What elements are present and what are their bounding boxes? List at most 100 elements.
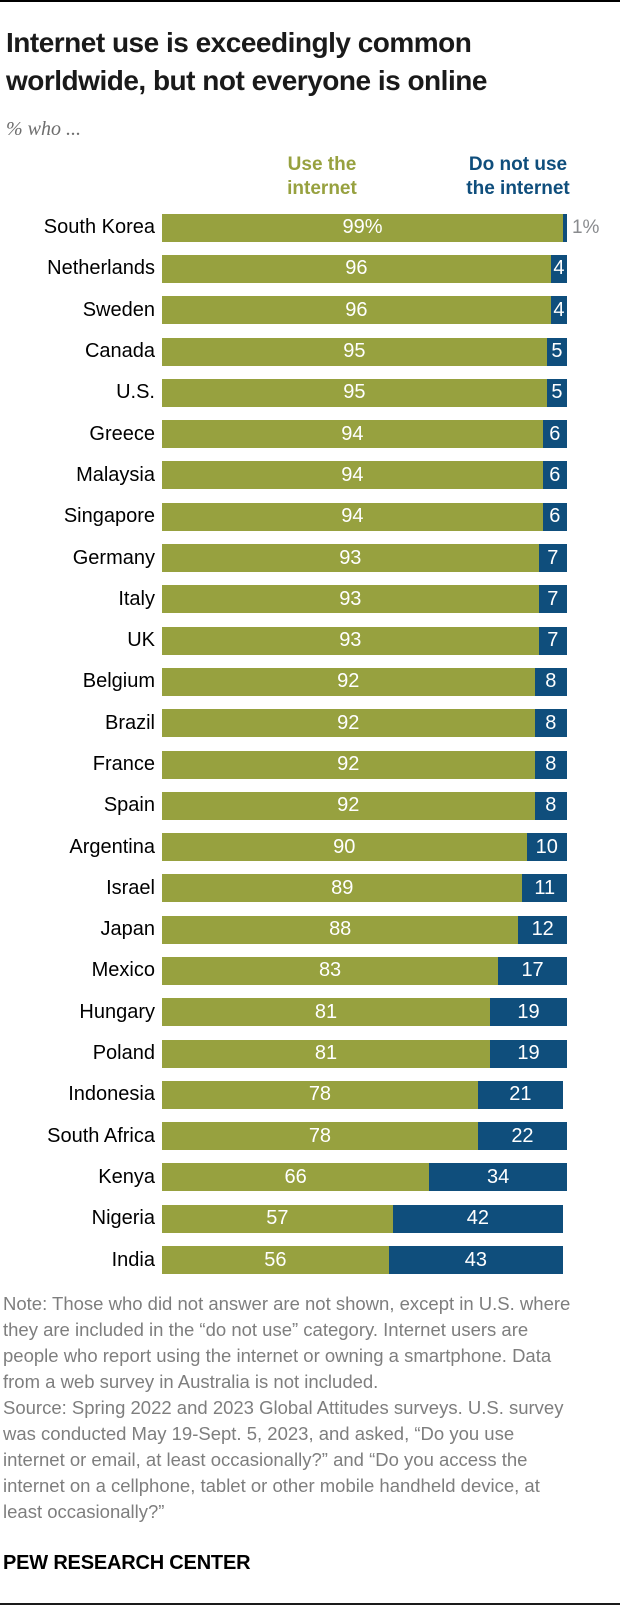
chart-row: Brazil 92 8	[0, 703, 620, 744]
country-label: Netherlands	[47, 257, 155, 280]
use-value-label: 92	[337, 670, 360, 693]
bar-chart: South Korea 99% 1% Netherlands 96 4 Sweden 96 4 C…	[0, 207, 620, 1281]
chart-row: Indonesia 78 21	[0, 1074, 620, 1115]
chart-row: Mexico 83 17	[0, 950, 620, 991]
nonuse-value-label: 6	[549, 422, 561, 445]
country-label: Japan	[100, 918, 156, 941]
bar-track: 93 7	[162, 626, 567, 655]
use-bar-segment: 93	[162, 585, 539, 614]
country-label: Mexico	[91, 959, 155, 982]
note-line: people who report using the internet or …	[3, 1345, 552, 1366]
nonuse-bar-segment: 8	[534, 791, 567, 820]
bar-track: 81 19	[162, 1039, 567, 1068]
use-bar-segment: 88	[162, 915, 519, 944]
legend-nouse-line-1: Do not use	[468, 154, 568, 175]
use-value-label: 92	[337, 794, 360, 817]
note-line: they are included in the “do not use” ca…	[3, 1319, 529, 1340]
nonuse-bar-segment: 7	[538, 585, 567, 614]
legend-use-line-1: Use the	[287, 154, 357, 175]
country-label: Singapore	[63, 505, 155, 528]
use-bar-segment: 89	[162, 874, 523, 903]
country-label: Nigeria	[91, 1207, 155, 1230]
use-bar-segment: 78	[162, 1080, 478, 1109]
use-bar-segment: 94	[162, 461, 543, 490]
bar-track: 88 12	[162, 915, 567, 944]
use-bar-segment: 96	[162, 254, 551, 283]
chart-title: Internet use is exceedingly common world…	[6, 24, 614, 100]
use-bar-segment: 83	[162, 956, 499, 985]
nonuse-value-label: 5	[551, 381, 563, 404]
chart-row: Canada 95 5	[0, 331, 620, 372]
source-line: Source: Spring 2022 and 2023 Global Atti…	[3, 1397, 564, 1418]
bar-track: 99% 1%	[162, 213, 599, 242]
use-value-label: 92	[337, 753, 360, 775]
legend: Use the internet Do not use the internet	[0, 153, 620, 203]
nonuse-value-label: 7	[547, 546, 559, 569]
use-value-label: 96	[345, 257, 368, 280]
use-value-label: 66	[284, 1165, 307, 1188]
nonuse-bar-segment: 6	[542, 502, 567, 531]
country-label: Argentina	[69, 835, 155, 858]
use-bar-segment: 90	[162, 833, 527, 862]
notes-block: Note: Those who did not answer are not s…	[3, 1291, 617, 1525]
nonuse-value-label: 42	[466, 1207, 490, 1230]
bar-track: 94 6	[162, 461, 567, 490]
nonuse-value-label: 8	[545, 794, 557, 817]
nonuse-bar-segment: 8	[534, 709, 567, 738]
use-value-label: 95	[343, 340, 366, 363]
chart-row: Greece 94 6	[0, 413, 620, 454]
bar-track: 94 6	[162, 420, 567, 449]
country-label: Kenya	[98, 1165, 155, 1188]
use-bar-segment: 92	[162, 667, 535, 696]
nonuse-bar-segment: 12	[518, 915, 567, 944]
chart-row: France 92 8	[0, 744, 620, 785]
chart-subtitle: % who ...	[6, 118, 81, 140]
nonuse-bar-segment: 7	[538, 544, 567, 573]
legend-nouse-line-2: the internet	[466, 178, 570, 199]
use-value-label: 94	[341, 505, 364, 528]
nonuse-bar-segment: 19	[490, 1039, 567, 1068]
bar-track: 90 10	[162, 833, 567, 862]
country-label: Poland	[92, 1042, 155, 1065]
country-label: France	[92, 753, 155, 775]
nonuse-bar-segment	[562, 213, 567, 242]
chart-row: Sweden 96 4	[0, 290, 620, 331]
chart-row: Argentina 90 10	[0, 826, 620, 867]
country-label: South Africa	[47, 1124, 155, 1147]
nonuse-value-label: 7	[547, 629, 559, 652]
source-line: least occasionally?”	[3, 1501, 165, 1522]
bar-track: 78 21	[162, 1080, 567, 1109]
use-value-label: 57	[266, 1207, 289, 1230]
bar-track: 95 5	[162, 378, 567, 407]
nonuse-value-label: 4	[553, 257, 565, 280]
country-label: Hungary	[79, 1000, 155, 1023]
nonuse-value-label: 8	[545, 753, 557, 775]
nonuse-value-label: 34	[487, 1165, 510, 1188]
use-value-label: 81	[314, 1000, 338, 1023]
bar-track: 96 4	[162, 254, 567, 283]
bar-track: 66 34	[162, 1163, 567, 1192]
chart-row: Malaysia 94 6	[0, 455, 620, 496]
use-value-label: 93	[339, 587, 362, 610]
bar-track: 89 11	[162, 874, 567, 903]
use-bar-segment: 81	[162, 1039, 491, 1068]
use-value-label: 88	[329, 918, 352, 941]
chart-row: Singapore 94 6	[0, 496, 620, 537]
nonuse-value-label: 43	[464, 1248, 487, 1271]
legend-do-not-use-internet: Do not use the internet	[466, 153, 569, 201]
nonuse-bar-segment: 11	[522, 874, 567, 903]
use-bar-segment: 66	[162, 1163, 430, 1192]
nonuse-bar-segment: 43	[388, 1246, 563, 1275]
use-bar-segment: 92	[162, 709, 535, 738]
chart-row: Poland 81 19	[0, 1033, 620, 1074]
bar-track: 78 22	[162, 1122, 567, 1151]
legend-use-line-2: internet	[287, 178, 357, 199]
use-bar-segment: 57	[162, 1204, 393, 1233]
country-label: Greece	[89, 422, 155, 445]
use-value-label: 92	[337, 711, 360, 734]
use-bar-segment: 96	[162, 296, 551, 325]
nonuse-bar-segment: 8	[534, 750, 567, 779]
bar-track: 92 8	[162, 791, 567, 820]
chart-row: U.S. 95 5	[0, 372, 620, 413]
